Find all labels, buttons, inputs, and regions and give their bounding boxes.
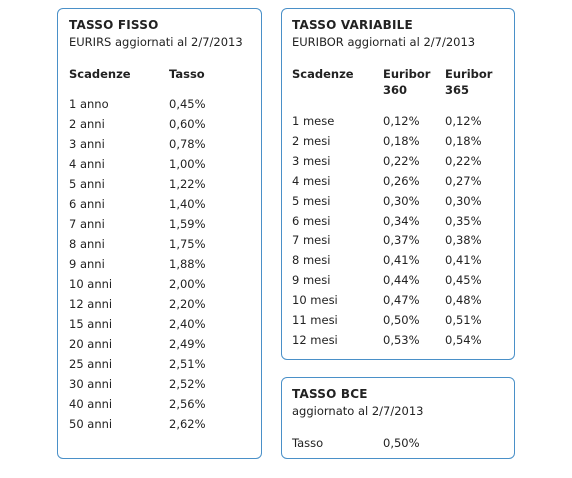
scadenza-cell: 10 mesi (292, 293, 338, 308)
rate-cell: 0,51% (445, 313, 482, 327)
panel-title: TASSO FISSO (69, 18, 159, 32)
rate-cell: 0,44% (383, 273, 420, 288)
rate-cell: 0,50% (383, 313, 420, 327)
rate-cell: 0,18% (383, 133, 420, 148)
rate-cell: 0,60% (169, 117, 206, 131)
rate-cell: 1,00% (169, 157, 206, 171)
rate-cell: 0,48% (445, 293, 482, 308)
scadenza-cell: 4 mesi (292, 173, 331, 188)
tasso-bce-panel: TASSO BCE aggiornato al 2/7/2013 Tasso 0… (281, 377, 515, 459)
scadenza-cell: 9 mesi (292, 273, 331, 288)
scadenza-cell: 2 mesi (292, 133, 331, 148)
rate-cell: 1,88% (169, 257, 206, 271)
rate-cell: 0,22% (445, 153, 482, 168)
rate-cell: 0,41% (445, 253, 482, 268)
tasso-variabile-panel: TASSO VARIABILE EURIBOR aggiornati al 2/… (281, 8, 515, 360)
rate-cell: 2,20% (169, 297, 206, 311)
scadenza-cell: 3 anni (69, 137, 105, 151)
scadenza-cell: 7 anni (69, 217, 105, 231)
rate-cell: 0,54% (445, 332, 482, 347)
bce-rate-value: 0,50% (383, 436, 420, 450)
scadenza-cell: 6 mesi (292, 213, 331, 228)
tasso-fisso-panel: TASSO FISSO EURIRS aggiornati al 2/7/201… (57, 8, 262, 459)
panel-title: TASSO BCE (292, 387, 368, 401)
scadenza-cell: 3 mesi (292, 153, 331, 168)
rate-cell: 0,12% (383, 114, 420, 128)
scadenza-cell: 15 anni (69, 317, 113, 331)
scadenza-cell: 8 mesi (292, 253, 331, 268)
rate-cell: 0,30% (383, 193, 420, 208)
rate-cell: 0,78% (169, 137, 206, 151)
column-header-euribor-365: Euribor 365 (445, 67, 493, 97)
panel-subtitle: EURIRS aggiornati al 2/7/2013 (69, 35, 243, 49)
rate-cell: 2,62% (169, 417, 206, 431)
scadenza-cell: 12 anni (69, 297, 113, 311)
scadenza-cell: 40 anni (69, 397, 113, 411)
scadenza-cell: 1 anno (69, 97, 109, 111)
rate-cell: 0,27% (445, 173, 482, 188)
rate-cell: 0,37% (383, 233, 420, 248)
rate-cell: 1,75% (169, 237, 206, 251)
scadenza-cell: 2 anni (69, 117, 105, 131)
rate-cell: 0,30% (445, 193, 482, 208)
rate-cell: 0,53% (383, 332, 420, 347)
scadenza-cell: 5 mesi (292, 193, 331, 208)
rate-cell: 2,52% (169, 377, 206, 391)
scadenza-cell: 25 anni (69, 357, 113, 371)
scadenza-cell: 12 mesi (292, 332, 338, 347)
scadenza-cell: 10 anni (69, 277, 113, 291)
panel-subtitle: EURIBOR aggiornati al 2/7/2013 (292, 35, 476, 49)
scadenza-cell: 7 mesi (292, 233, 331, 248)
rate-cell: 0,18% (445, 133, 482, 148)
rate-cell: 0,35% (445, 213, 482, 228)
rate-cell: 1,59% (169, 217, 206, 231)
rate-cell: 1,40% (169, 197, 206, 211)
column-header-tasso: Tasso (169, 67, 205, 81)
panel-subtitle: aggiornato al 2/7/2013 (292, 404, 424, 418)
rate-cell: 0,26% (383, 173, 420, 188)
column-header-euribor-360: Euribor 360 (383, 67, 431, 97)
scadenza-cell: 1 mese (292, 114, 335, 128)
rate-cell: 0,22% (383, 153, 420, 168)
rate-cell: 0,45% (169, 97, 206, 111)
rate-cell: 0,47% (383, 293, 420, 308)
scadenza-cell: 8 anni (69, 237, 105, 251)
scadenza-cell: 50 anni (69, 417, 113, 431)
scadenza-cell: 30 anni (69, 377, 113, 391)
scadenza-cell: 6 anni (69, 197, 105, 211)
column-header-scadenze: Scadenze (69, 67, 131, 81)
panel-title: TASSO VARIABILE (292, 18, 413, 32)
scadenza-cell: 11 mesi (292, 313, 338, 327)
rate-cell: 0,38% (445, 233, 482, 248)
rate-cell: 1,22% (169, 177, 206, 191)
scadenza-cell: 20 anni (69, 337, 113, 351)
rate-cell: 2,49% (169, 337, 206, 351)
rate-cell: 2,51% (169, 357, 206, 371)
column-header-scadenze: Scadenze (292, 67, 354, 81)
rate-cell: 0,45% (445, 273, 482, 288)
rate-cell: 0,41% (383, 253, 420, 268)
scadenza-cell: 4 anni (69, 157, 105, 171)
scadenza-cell: 5 anni (69, 177, 105, 191)
bce-rate-label: Tasso (292, 436, 324, 450)
scadenza-cell: 9 anni (69, 257, 105, 271)
rate-cell: 2,56% (169, 397, 206, 411)
rate-cell: 0,34% (383, 213, 420, 228)
rate-cell: 2,00% (169, 277, 206, 291)
rate-cell: 0,12% (445, 114, 482, 128)
rate-cell: 2,40% (169, 317, 206, 331)
